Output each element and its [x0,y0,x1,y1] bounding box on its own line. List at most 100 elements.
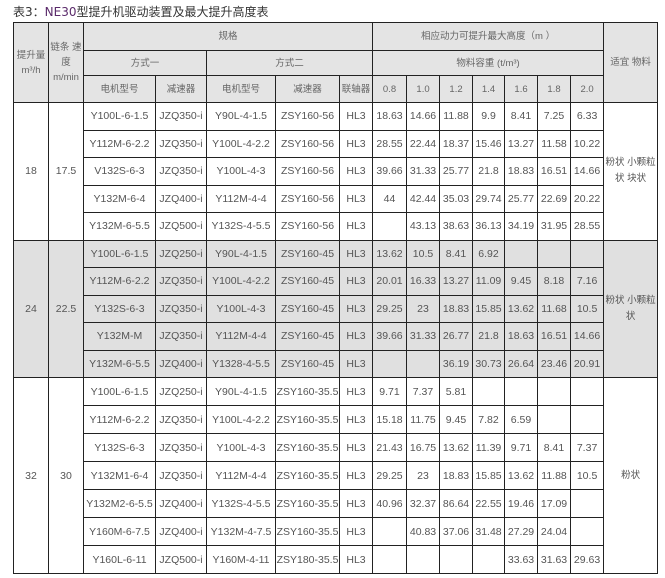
max-height-cell [570,239,605,268]
reducer-2-cell: ZSY160-56 [275,102,340,131]
max-height-cell: 39.66 [372,157,408,186]
max-height-cell: 14.66 [406,102,441,131]
max-height-cell: 31.33 [406,157,441,186]
max-height-cell: 11.68 [537,294,572,323]
max-height-cell: 13.62 [439,433,474,462]
motor-model-1-cell: Y132M-6-5.5 [83,212,156,241]
motor-model-2-cell: Y1328-4-5.5 [206,349,276,378]
max-height-cell [472,377,506,406]
max-height-cell: 28.55 [570,212,605,241]
motor-model-1-cell: Y132M2-6-5.5 [83,489,156,518]
motor-model-2-cell: Y132S-4-5.5 [206,489,276,518]
suitable-material-cell: 粉状 小颗粒状 块状 [603,102,659,241]
max-height-cell: 36.13 [472,212,506,241]
caption-model: NE30 [44,5,77,19]
reducer-2-cell: ZSY160-35.5 [275,377,340,406]
reducer-2-cell: ZSY160-45 [275,349,340,378]
header-density-value: 1.6 [504,75,539,103]
max-height-cell: 42.44 [406,184,441,213]
header-density-value: 1.2 [439,75,474,103]
max-height-cell: 18.83 [504,157,539,186]
motor-model-2-cell: Y90L-4-1.5 [206,377,276,406]
suitable-material-cell: 粉状 小颗粒状 [603,239,659,378]
motor-model-2-cell: Y100L-4-3 [206,294,276,323]
motor-model-2-cell: Y100L-4-3 [206,433,276,462]
header-motor-model-2: 电机型号 [206,75,276,103]
reducer-2-cell: ZSY160-45 [275,294,340,323]
max-height-cell: 26.77 [439,322,474,351]
max-height-cell [372,545,408,574]
max-height-cell: 21.43 [372,433,408,462]
coupling-cell: HL3 [338,433,374,462]
max-height-cell: 22.55 [472,489,506,518]
max-height-cell [537,405,572,434]
reducer-1-cell: JZQ250-i [155,377,207,406]
motor-model-1-cell: Y132S-6-3 [83,294,156,323]
reducer-1-cell: JZQ350-i [155,461,207,490]
motor-model-2-cell: Y132S-4-5.5 [206,212,276,241]
max-height-cell: 9.45 [439,405,474,434]
max-height-cell: 15.18 [372,405,408,434]
max-height-cell [372,212,408,241]
motor-model-1-cell: Y132M1-6-4 [83,461,156,490]
max-height-cell: 18.83 [439,461,474,490]
table-row: Y132S-6-3 JZQ350-i Y100L-4-3 ZSY160-45 HL3 29… [14,294,658,323]
max-height-cell: 9.45 [504,267,539,296]
max-height-cell: 28.55 [372,129,408,158]
max-height-cell: 22.44 [406,129,441,158]
max-height-cell: 7.16 [570,267,605,296]
coupling-cell: HL3 [338,545,374,574]
max-height-cell: 17.09 [537,489,572,518]
max-height-cell: 31.48 [472,517,506,546]
motor-model-2-cell: Y100L-4-3 [206,157,276,186]
header-capacity: 提升量 m³/h [13,22,49,103]
header-motor-model-1: 电机型号 [83,75,156,103]
motor-model-1-cell: Y112M-6-2.2 [83,267,156,296]
motor-model-1-cell: Y112M-6-2.2 [83,129,156,158]
max-height-cell: 11.09 [472,267,506,296]
max-height-cell: 36.19 [439,349,474,378]
coupling-cell: HL3 [338,349,374,378]
max-height-cell: 16.51 [537,322,572,351]
max-height-cell: 20.01 [372,267,408,296]
max-height-cell [472,545,506,574]
coupling-cell: HL3 [338,102,374,131]
max-height-cell: 38.63 [439,212,474,241]
max-height-cell [439,545,474,574]
motor-model-2-cell: Y100L-4-2.2 [206,405,276,434]
table-row: Y132M1-6-4 JZQ350-i Y112M-4-4 ZSY160-35.5 HL… [14,461,658,490]
max-height-cell: 11.88 [439,102,474,131]
motor-model-2-cell: Y100L-4-2.2 [206,129,276,158]
caption-prefix: 表3： [13,5,45,19]
max-height-cell: 25.77 [439,157,474,186]
motor-model-1-cell: Y132M-M [83,322,156,351]
header-chain-speed: 链条 速度 m/min [48,22,84,103]
capacity-cell: 18 [13,102,49,241]
max-height-cell: 18.63 [372,102,408,131]
table-row: Y132M-6-5.5 JZQ400-i Y1328-4-5.5 ZSY160-45 H… [14,349,658,378]
header-spec: 规格 [82,22,374,51]
table-row: Y132S-6-3 JZQ350-i Y100L-4-3 ZSY160-35.5 HL3… [14,433,658,462]
max-height-cell: 33.63 [504,545,539,574]
max-height-cell: 34.19 [504,212,539,241]
max-height-cell [504,377,539,406]
max-height-cell: 10.5 [406,239,441,268]
table-row: Y112M-6-2.2 JZQ350-i Y100L-4-2.2 ZSY160-56 H… [14,129,658,158]
chain-speed-cell: 30 [48,377,84,574]
max-height-cell: 16.51 [537,157,572,186]
max-height-cell: 40.83 [406,517,441,546]
reducer-1-cell: JZQ400-i [155,349,207,378]
header-max-height: 相应动力可提升最大高度（m ） [372,22,605,51]
max-height-cell: 16.33 [406,267,441,296]
max-height-cell [570,517,605,546]
reducer-1-cell: JZQ350-i [155,405,207,434]
max-height-cell: 6.92 [472,239,506,268]
coupling-cell: HL3 [338,517,374,546]
reducer-1-cell: JZQ500-i [155,545,207,574]
motor-model-1-cell: Y132M-6-4 [83,184,156,213]
table-row: Y160M-6-7.5 JZQ400-i Y132M-4-7.5 ZSY160-35.… [14,517,658,546]
max-height-cell: 10.5 [570,294,605,323]
table-row: 18 17.5 Y100L-6-1.5 JZQ350-i Y90L-4-1.5 ZSY16… [13,102,659,241]
reducer-2-cell: ZSY160-56 [275,184,340,213]
max-height-cell: 8.41 [439,239,474,268]
